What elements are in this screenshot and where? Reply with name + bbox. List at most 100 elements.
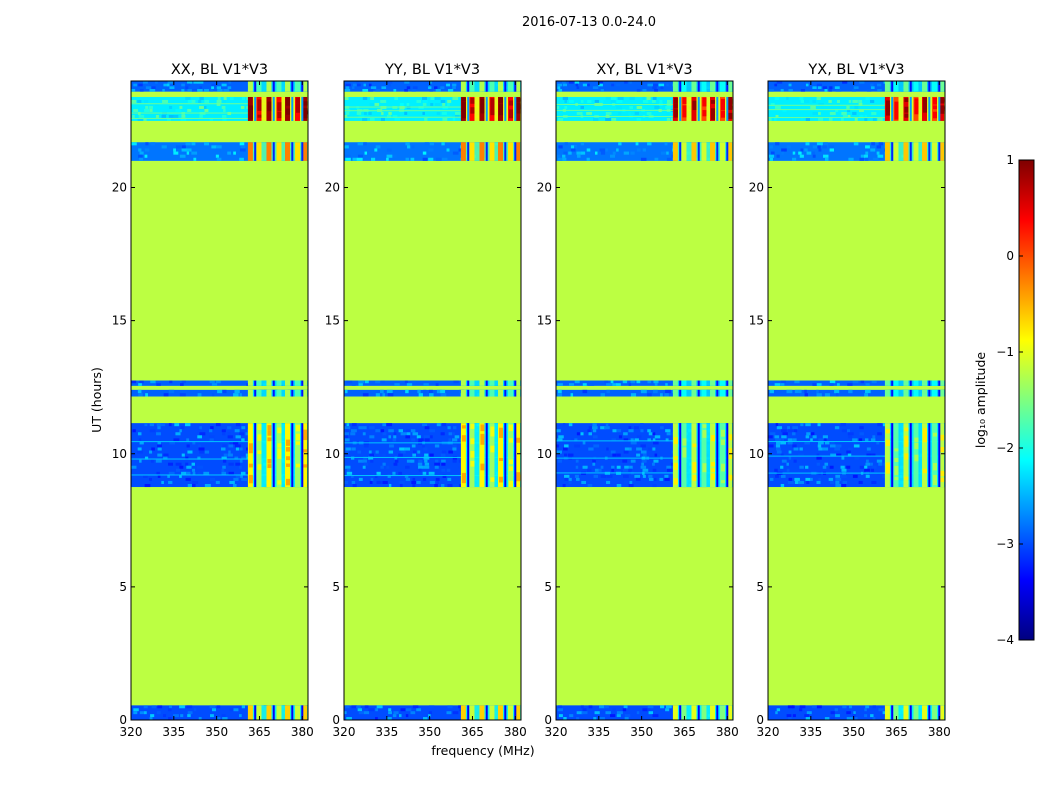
- y-tick-label: 10: [112, 447, 127, 461]
- observation-band: [556, 389, 733, 397]
- colorbar-tick-label: −3: [996, 537, 1014, 551]
- observation-band: [768, 423, 945, 488]
- x-tick-label: 365: [673, 725, 696, 739]
- colorbar-tick-label: 1: [1006, 153, 1014, 167]
- y-tick-label: 15: [112, 314, 127, 328]
- figure-title: 2016-07-13 0.0-24.0: [522, 15, 656, 30]
- observation-band: [768, 96, 945, 121]
- panel-1: XX, BL V1*V3 320 335 350 365 380 0 5 10 15 20: [112, 62, 314, 739]
- colorbar-label: log₁₀ amplitude: [973, 352, 988, 449]
- y-tick-label: 20: [112, 181, 127, 195]
- panel-title: XX, BL V1*V3: [171, 62, 268, 78]
- observation-band: [556, 142, 733, 161]
- heatmap-background: [344, 81, 521, 720]
- colorbar-gradient: [1018, 159, 1035, 641]
- x-tick-label: 350: [205, 725, 228, 739]
- x-tick-label: 380: [928, 725, 951, 739]
- y-tick-label: 20: [537, 181, 552, 195]
- x-tick-label: 380: [291, 725, 314, 739]
- y-tick-label: 5: [756, 580, 764, 594]
- panels: XX, BL V1*V3 320 335 350 365 380 0 5 10 15 20 YY, B…: [112, 62, 951, 739]
- heatmap-image: [768, 81, 945, 720]
- panel-3: XY, BL V1*V3 320 335 350 365 380 0 5 10 15 20: [537, 62, 739, 739]
- panel-frame: [555, 80, 734, 721]
- observation-band: [768, 81, 945, 92]
- y-tick-label: 15: [749, 314, 764, 328]
- observation-band: [556, 380, 733, 386]
- y-tick-label: 0: [756, 713, 764, 727]
- observation-band: [556, 423, 733, 488]
- panel-frame: [343, 80, 522, 721]
- observation-band: [344, 423, 521, 488]
- observation-band: [344, 705, 521, 720]
- x-tick-label: 365: [885, 725, 908, 739]
- colorbar-tick-label: −2: [996, 441, 1014, 455]
- x-tick-label: 335: [799, 725, 822, 739]
- observation-band: [131, 380, 308, 386]
- x-tick-label: 380: [716, 725, 739, 739]
- heatmap-background: [131, 81, 308, 720]
- colorbar: 1 0 −1 −2 −3 −4: [996, 153, 1035, 647]
- y-tick-label: 15: [325, 314, 340, 328]
- colorbar-tick-label: −1: [996, 345, 1014, 359]
- observation-band: [768, 142, 945, 161]
- x-tick-label: 365: [248, 725, 271, 739]
- observation-band: [556, 705, 733, 720]
- y-tick-label: 5: [332, 580, 340, 594]
- panel-title: YY, BL V1*V3: [384, 62, 480, 78]
- x-tick-label: 320: [545, 725, 568, 739]
- y-tick-label: 5: [544, 580, 552, 594]
- observation-band: [344, 96, 521, 121]
- observation-band: [768, 705, 945, 720]
- x-tick-label: 320: [333, 725, 356, 739]
- heatmap-image: [556, 81, 733, 720]
- panel-frame: [130, 80, 309, 721]
- observation-band: [344, 81, 521, 92]
- y-axis-label: UT (hours): [89, 367, 104, 433]
- x-tick-label: 365: [461, 725, 484, 739]
- observation-band: [768, 380, 945, 386]
- x-tick-label: 380: [504, 725, 527, 739]
- x-tick-label: 350: [418, 725, 441, 739]
- panel-2: YY, BL V1*V3 320 335 350 365 380 0 5 10 15 20: [325, 62, 527, 739]
- x-tick-label: 320: [757, 725, 780, 739]
- y-tick-label: 0: [119, 713, 127, 727]
- heatmap-image: [344, 81, 521, 720]
- heatmap-image: [131, 81, 308, 720]
- observation-band: [131, 705, 308, 720]
- y-tick-label: 10: [537, 447, 552, 461]
- colorbar-tick-label: 0: [1006, 249, 1014, 263]
- y-tick-label: 10: [749, 447, 764, 461]
- panel-4: YX, BL V1*V3 320 335 350 365 380 0 5 10 15 20: [749, 62, 951, 739]
- observation-band: [131, 142, 308, 161]
- observation-band: [131, 389, 308, 397]
- observation-band: [131, 423, 308, 488]
- observation-band: [344, 380, 521, 386]
- panel-title: YX, BL V1*V3: [807, 62, 904, 78]
- x-axis-label: frequency (MHz): [431, 743, 534, 758]
- observation-band: [131, 81, 308, 92]
- y-tick-label: 10: [325, 447, 340, 461]
- x-tick-label: 335: [162, 725, 185, 739]
- x-tick-label: 350: [842, 725, 865, 739]
- observation-band: [131, 96, 308, 121]
- y-tick-label: 5: [119, 580, 127, 594]
- observation-band: [344, 142, 521, 161]
- x-tick-label: 320: [120, 725, 143, 739]
- observation-band: [344, 389, 521, 397]
- y-tick-label: 20: [749, 181, 764, 195]
- heatmap-background: [768, 81, 945, 720]
- y-tick-label: 15: [537, 314, 552, 328]
- x-tick-label: 335: [587, 725, 610, 739]
- colorbar-tick-label: −4: [996, 633, 1014, 647]
- observation-band: [768, 389, 945, 397]
- observation-band: [556, 81, 733, 92]
- observation-band: [556, 96, 733, 121]
- y-tick-label: 0: [544, 713, 552, 727]
- panel-title: XY, BL V1*V3: [596, 62, 692, 78]
- y-tick-label: 0: [332, 713, 340, 727]
- x-tick-label: 350: [630, 725, 653, 739]
- x-tick-label: 335: [375, 725, 398, 739]
- heatmap-background: [556, 81, 733, 720]
